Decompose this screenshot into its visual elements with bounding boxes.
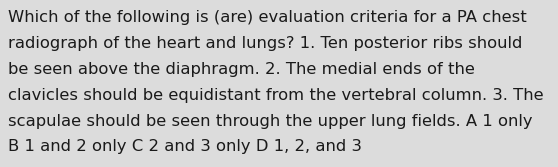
Text: radiograph of the heart and lungs? 1. Ten posterior ribs should: radiograph of the heart and lungs? 1. Te… (8, 36, 522, 51)
Text: Which of the following is (are) evaluation criteria for a PA chest: Which of the following is (are) evaluati… (8, 10, 527, 25)
Text: scapulae should be seen through the upper lung fields. A 1 only: scapulae should be seen through the uppe… (8, 114, 532, 129)
Text: clavicles should be equidistant from the vertebral column. 3. The: clavicles should be equidistant from the… (8, 88, 543, 103)
Text: B 1 and 2 only C 2 and 3 only D 1, 2, and 3: B 1 and 2 only C 2 and 3 only D 1, 2, an… (8, 139, 362, 154)
Text: be seen above the diaphragm. 2. The medial ends of the: be seen above the diaphragm. 2. The medi… (8, 62, 475, 77)
